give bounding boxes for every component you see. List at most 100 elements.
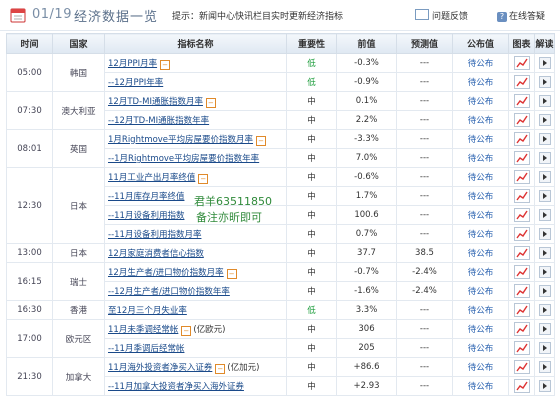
chart-cell[interactable] — [508, 110, 535, 130]
chart-icon[interactable] — [513, 113, 530, 127]
interpret-cell[interactable] — [534, 319, 555, 339]
minus-icon[interactable]: − — [205, 97, 216, 108]
indicator-cell[interactable]: 11月未季调经常帐 − (亿欧元) — [104, 319, 287, 339]
indicator-name[interactable]: 11月海外投资者净买入证券 — [108, 362, 213, 373]
indicator-name[interactable]: --11月加拿大投资者净买入海外证券 — [108, 382, 244, 392]
indicator-cell[interactable]: --12月生产者/进口物价指数年率 — [104, 281, 287, 301]
chart-icon[interactable] — [513, 379, 530, 393]
chart-cell[interactable] — [508, 262, 535, 282]
chart-cell[interactable] — [508, 357, 535, 377]
indicator-name[interactable]: --12月TD-MI通胀指数年率 — [108, 116, 210, 126]
chart-icon[interactable] — [513, 303, 530, 317]
expand-icon[interactable] — [538, 266, 551, 278]
interpret-cell[interactable] — [534, 224, 555, 244]
indicator-name[interactable]: --11月库存月率终值 — [108, 192, 185, 202]
feedback-link[interactable]: 问题反馈 — [415, 9, 468, 22]
indicator-cell[interactable]: --11月季调后经常帐 — [104, 338, 287, 358]
chart-icon[interactable] — [513, 151, 530, 165]
indicator-name[interactable]: 12月TD-MI通胀指数月率 — [108, 96, 203, 107]
chart-icon[interactable] — [513, 360, 530, 374]
chart-icon[interactable] — [513, 170, 530, 184]
expand-icon[interactable] — [538, 133, 551, 145]
chart-icon[interactable] — [513, 284, 530, 298]
indicator-cell[interactable]: 11月工业产出月率终值 − — [104, 167, 287, 187]
indicator-name[interactable]: --11月设备利用指数月率 — [108, 230, 202, 240]
interpret-cell[interactable] — [534, 243, 555, 263]
expand-icon[interactable] — [538, 152, 551, 164]
expand-icon[interactable] — [538, 57, 551, 69]
chart-cell[interactable] — [508, 53, 535, 73]
chart-cell[interactable] — [508, 243, 535, 263]
expand-icon[interactable] — [538, 228, 551, 240]
indicator-cell[interactable]: --1月Rightmove平均房屋要价指数年率 — [104, 148, 287, 168]
chart-cell[interactable] — [508, 129, 535, 149]
expand-icon[interactable] — [538, 342, 551, 354]
indicator-name[interactable]: 12月生产者/进口物价指数月率 — [108, 267, 224, 278]
indicator-name[interactable]: 11月工业产出月率终值 — [108, 172, 196, 183]
indicator-cell[interactable]: 12月PPI月率 − — [104, 53, 287, 73]
chart-cell[interactable] — [508, 167, 535, 187]
chart-icon[interactable] — [513, 132, 530, 146]
indicator-name[interactable]: 12月家庭消费者信心指数 — [108, 249, 204, 259]
interpret-cell[interactable] — [534, 186, 555, 206]
chart-icon[interactable] — [513, 75, 530, 89]
interpret-cell[interactable] — [534, 300, 555, 320]
chart-cell[interactable] — [508, 205, 535, 225]
expand-icon[interactable] — [538, 95, 551, 107]
interpret-cell[interactable] — [534, 167, 555, 187]
minus-icon[interactable]: − — [160, 59, 171, 70]
interpret-cell[interactable] — [534, 53, 555, 73]
indicator-name[interactable]: 11月未季调经常帐 — [108, 324, 179, 335]
indicator-name[interactable]: --1月Rightmove平均房屋要价指数年率 — [108, 154, 260, 164]
chart-cell[interactable] — [508, 224, 535, 244]
expand-icon[interactable] — [538, 76, 551, 88]
minus-icon[interactable]: − — [215, 363, 226, 374]
chart-cell[interactable] — [508, 148, 535, 168]
indicator-cell[interactable]: 1月Rightmove平均房屋要价指数月率 − — [104, 129, 287, 149]
interpret-cell[interactable] — [534, 281, 555, 301]
indicator-cell[interactable]: 至12月三个月失业率 — [104, 300, 287, 320]
expand-icon[interactable] — [538, 380, 551, 392]
minus-icon[interactable]: − — [256, 135, 267, 146]
expand-icon[interactable] — [538, 361, 551, 373]
chart-cell[interactable] — [508, 72, 535, 92]
interpret-cell[interactable] — [534, 129, 555, 149]
indicator-cell[interactable]: 12月生产者/进口物价指数月率 − — [104, 262, 287, 282]
chart-cell[interactable] — [508, 376, 535, 396]
indicator-name[interactable]: --11月季调后经常帐 — [108, 344, 185, 354]
expand-icon[interactable] — [538, 285, 551, 297]
indicator-cell[interactable]: 11月海外投资者净买入证券 − (亿加元) — [104, 357, 287, 377]
expand-icon[interactable] — [538, 304, 551, 316]
indicator-cell[interactable]: --11月加拿大投资者净买入海外证券 — [104, 376, 287, 396]
interpret-cell[interactable] — [534, 357, 555, 377]
chart-cell[interactable] — [508, 186, 535, 206]
indicator-cell[interactable]: 12月TD-MI通胀指数月率 − — [104, 91, 287, 111]
indicator-cell[interactable]: --12月PPI年率 — [104, 72, 287, 92]
indicator-cell[interactable]: 12月家庭消费者信心指数 — [104, 243, 287, 263]
expand-icon[interactable] — [538, 209, 551, 221]
indicator-name[interactable]: --12月PPI年率 — [108, 78, 164, 88]
interpret-cell[interactable] — [534, 148, 555, 168]
expand-icon[interactable] — [538, 171, 551, 183]
interpret-cell[interactable] — [534, 376, 555, 396]
expand-icon[interactable] — [538, 323, 551, 335]
chart-icon[interactable] — [513, 246, 530, 260]
interpret-cell[interactable] — [534, 91, 555, 111]
chart-cell[interactable] — [508, 319, 535, 339]
minus-icon[interactable]: − — [198, 173, 209, 184]
chart-cell[interactable] — [508, 281, 535, 301]
interpret-cell[interactable] — [534, 72, 555, 92]
chart-icon[interactable] — [513, 227, 530, 241]
indicator-name[interactable]: 1月Rightmove平均房屋要价指数月率 — [108, 134, 254, 145]
chart-cell[interactable] — [508, 300, 535, 320]
chart-icon[interactable] — [513, 208, 530, 222]
indicator-cell[interactable]: --12月TD-MI通胀指数年率 — [104, 110, 287, 130]
chart-icon[interactable] — [513, 322, 530, 336]
expand-icon[interactable] — [538, 114, 551, 126]
chart-icon[interactable] — [513, 56, 530, 70]
minus-icon[interactable]: − — [181, 325, 192, 336]
chart-icon[interactable] — [513, 189, 530, 203]
chart-icon[interactable] — [513, 341, 530, 355]
chart-icon[interactable] — [513, 94, 530, 108]
interpret-cell[interactable] — [534, 205, 555, 225]
